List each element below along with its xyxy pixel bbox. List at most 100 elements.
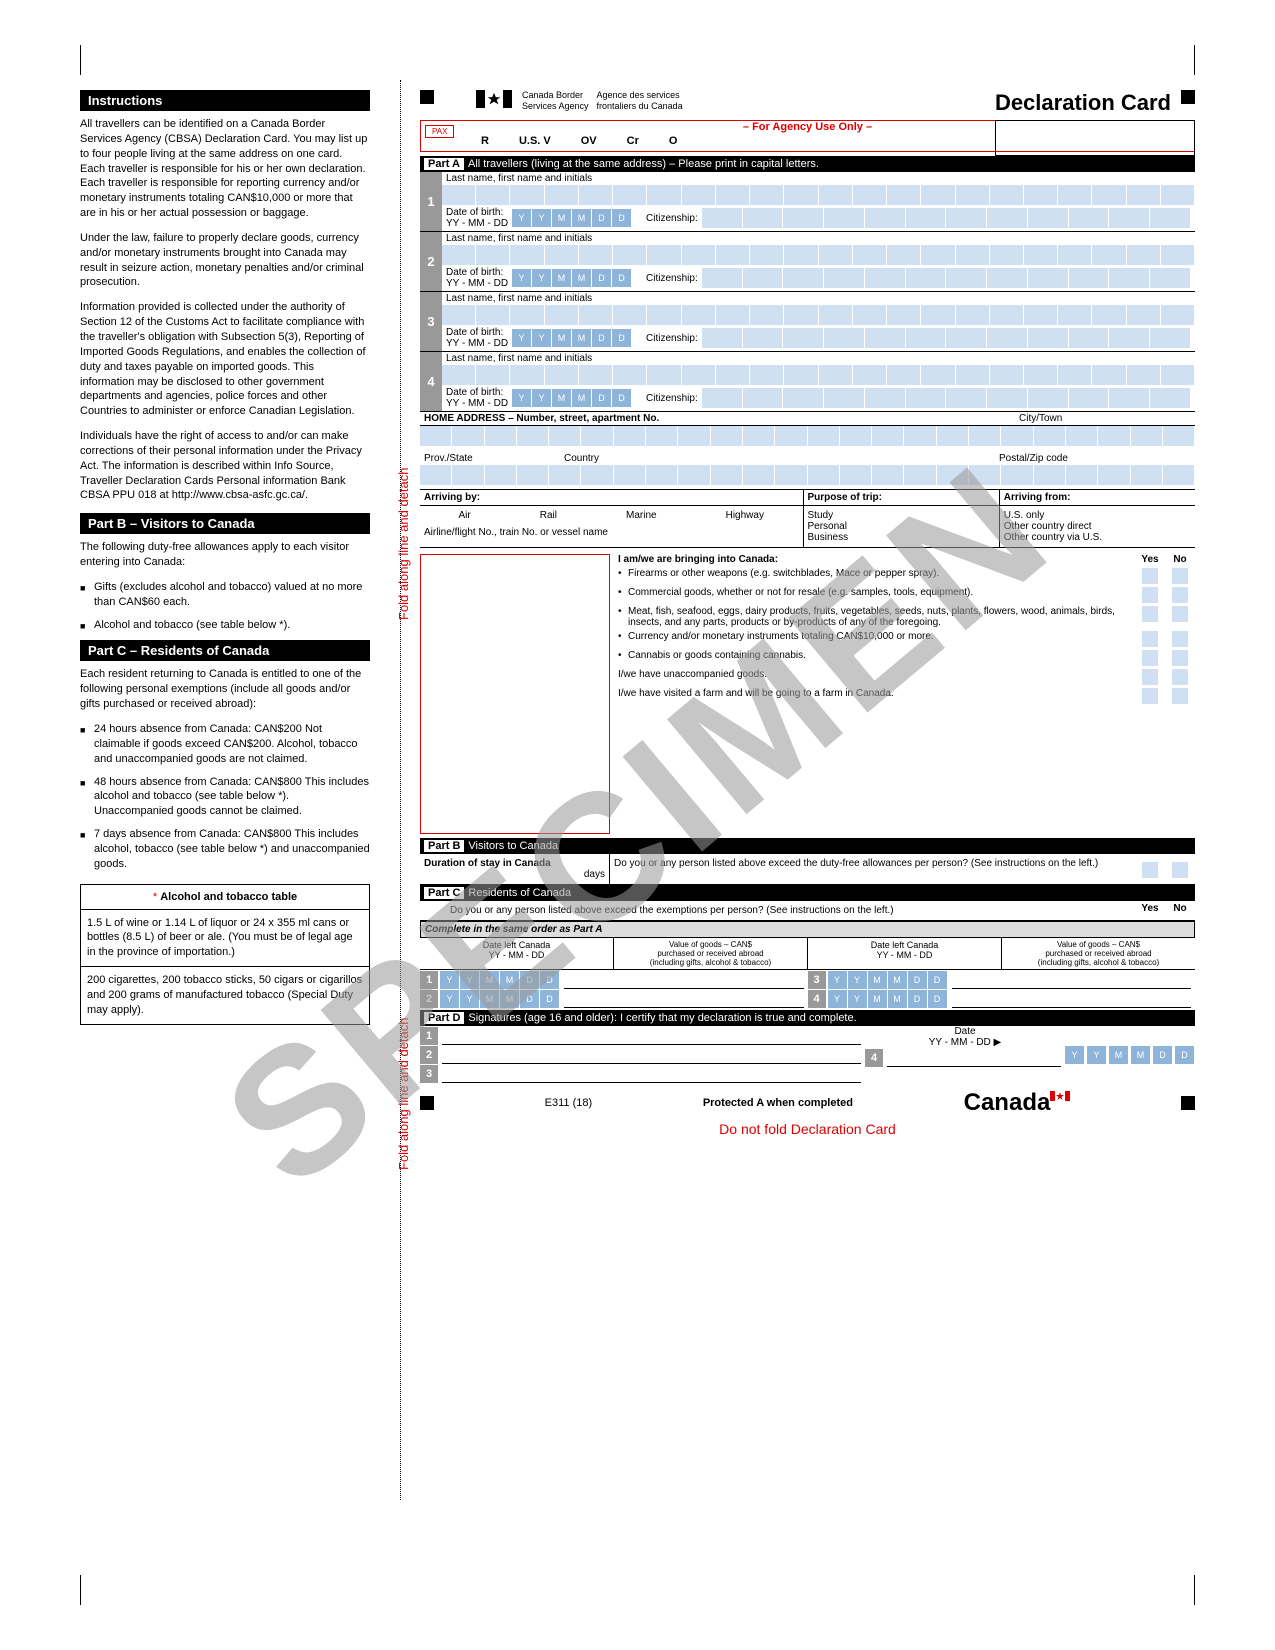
date-cell[interactable]: D xyxy=(520,990,540,1008)
date-cell[interactable]: M xyxy=(888,971,908,989)
date-cell[interactable]: D xyxy=(1175,1046,1195,1064)
date-cell[interactable]: D xyxy=(908,971,928,989)
declaration-box[interactable] xyxy=(420,554,610,834)
checkbox[interactable] xyxy=(1172,862,1188,878)
checkbox[interactable] xyxy=(1142,587,1158,603)
date-cell[interactable]: M xyxy=(868,971,888,989)
name-cells[interactable] xyxy=(442,185,1195,205)
purpose-business[interactable]: Business xyxy=(808,532,995,543)
date-cell[interactable]: M xyxy=(480,990,500,1008)
checkbox[interactable] xyxy=(1142,568,1158,584)
checkbox[interactable] xyxy=(1172,631,1188,647)
date-cell[interactable]: Y xyxy=(440,971,460,989)
date-cell[interactable]: Y xyxy=(440,990,460,1008)
from-other-us[interactable]: Other country via U.S. xyxy=(1004,532,1191,543)
citizenship-cells[interactable] xyxy=(702,208,1191,228)
value-field[interactable] xyxy=(952,971,1192,989)
date-cell[interactable]: M xyxy=(1109,1046,1129,1064)
purpose-personal[interactable]: Personal xyxy=(808,521,995,532)
citizenship-cells[interactable] xyxy=(702,328,1191,348)
value-field[interactable] xyxy=(952,990,1192,1008)
date-cell[interactable]: D xyxy=(592,329,612,347)
date-cell[interactable]: M xyxy=(572,329,592,347)
value-field[interactable] xyxy=(564,990,804,1008)
date-cell[interactable]: M xyxy=(552,269,572,287)
date-cell[interactable]: Y xyxy=(512,329,532,347)
checkbox[interactable] xyxy=(1172,587,1188,603)
date-cell[interactable]: Y xyxy=(1065,1046,1085,1064)
date-cell[interactable]: Y xyxy=(828,990,848,1008)
prov-cells[interactable] xyxy=(420,465,1195,485)
date-cell[interactable]: Y xyxy=(460,971,480,989)
date-cell[interactable]: M xyxy=(888,990,908,1008)
date-cell[interactable]: Y xyxy=(828,971,848,989)
signature-line[interactable] xyxy=(442,1065,861,1083)
date-cell[interactable]: D xyxy=(612,269,632,287)
checkbox[interactable] xyxy=(1172,606,1188,622)
signature-line[interactable] xyxy=(442,1027,861,1045)
from-other[interactable]: Other country direct xyxy=(1004,521,1191,532)
signature-line[interactable] xyxy=(442,1046,861,1064)
checkbox[interactable] xyxy=(1172,568,1188,584)
date-cell[interactable]: D xyxy=(928,971,948,989)
from-us[interactable]: U.S. only xyxy=(1004,510,1191,521)
date-cell[interactable]: D xyxy=(540,971,560,989)
date-cell[interactable]: Y xyxy=(1087,1046,1107,1064)
date-cell[interactable]: D xyxy=(592,209,612,227)
date-cell[interactable]: M xyxy=(868,990,888,1008)
date-cell[interactable]: Y xyxy=(532,329,552,347)
date-cell[interactable]: Y xyxy=(512,209,532,227)
date-cell[interactable]: Y xyxy=(512,269,532,287)
date-cell[interactable]: M xyxy=(572,269,592,287)
mode-marine[interactable]: Marine xyxy=(626,510,657,521)
date-cell[interactable]: D xyxy=(612,329,632,347)
value-field[interactable] xyxy=(564,971,804,989)
date-cell[interactable]: Y xyxy=(532,269,552,287)
checkbox[interactable] xyxy=(1142,862,1158,878)
date-cell[interactable]: M xyxy=(572,209,592,227)
mode-air[interactable]: Air xyxy=(459,510,471,521)
date-cell[interactable]: D xyxy=(592,269,612,287)
date-cell[interactable]: D xyxy=(540,990,560,1008)
signature-line[interactable] xyxy=(887,1049,1061,1067)
date-cell[interactable]: D xyxy=(612,389,632,407)
checkbox[interactable] xyxy=(1172,688,1188,704)
date-cell[interactable]: D xyxy=(1153,1046,1173,1064)
name-cells[interactable] xyxy=(442,245,1195,265)
date-cell[interactable]: D xyxy=(592,389,612,407)
date-cell[interactable]: M xyxy=(572,389,592,407)
date-cell[interactable]: Y xyxy=(512,389,532,407)
date-cell[interactable]: D xyxy=(928,990,948,1008)
date-cell[interactable]: Y xyxy=(848,990,868,1008)
checkbox[interactable] xyxy=(1142,650,1158,666)
checkbox[interactable] xyxy=(1142,606,1158,622)
checkbox[interactable] xyxy=(1172,650,1188,666)
date-cell[interactable]: M xyxy=(480,971,500,989)
checkbox[interactable] xyxy=(1172,669,1188,685)
checkbox[interactable] xyxy=(1142,688,1158,704)
mode-rail[interactable]: Rail xyxy=(540,510,557,521)
agency-blank-box[interactable] xyxy=(995,120,1195,156)
date-cell[interactable]: D xyxy=(908,990,928,1008)
date-cell[interactable]: M xyxy=(500,971,520,989)
name-cells[interactable] xyxy=(442,365,1195,385)
mode-highway[interactable]: Highway xyxy=(726,510,764,521)
date-cell[interactable]: M xyxy=(552,389,572,407)
date-cell[interactable]: M xyxy=(552,209,572,227)
date-cell[interactable]: M xyxy=(552,329,572,347)
citizenship-cells[interactable] xyxy=(702,268,1191,288)
name-cells[interactable] xyxy=(442,305,1195,325)
date-cell[interactable]: Y xyxy=(848,971,868,989)
checkbox[interactable] xyxy=(1142,669,1158,685)
date-cell[interactable]: D xyxy=(520,971,540,989)
citizenship-cells[interactable] xyxy=(702,388,1191,408)
date-cell[interactable]: M xyxy=(1131,1046,1151,1064)
date-cell[interactable]: M xyxy=(500,990,520,1008)
purpose-study[interactable]: Study xyxy=(808,510,995,521)
date-cell[interactable]: Y xyxy=(460,990,480,1008)
address-cells[interactable] xyxy=(420,426,1195,446)
checkbox[interactable] xyxy=(1142,631,1158,647)
date-cell[interactable]: Y xyxy=(532,389,552,407)
date-cell[interactable]: Y xyxy=(532,209,552,227)
date-cell[interactable]: D xyxy=(612,209,632,227)
